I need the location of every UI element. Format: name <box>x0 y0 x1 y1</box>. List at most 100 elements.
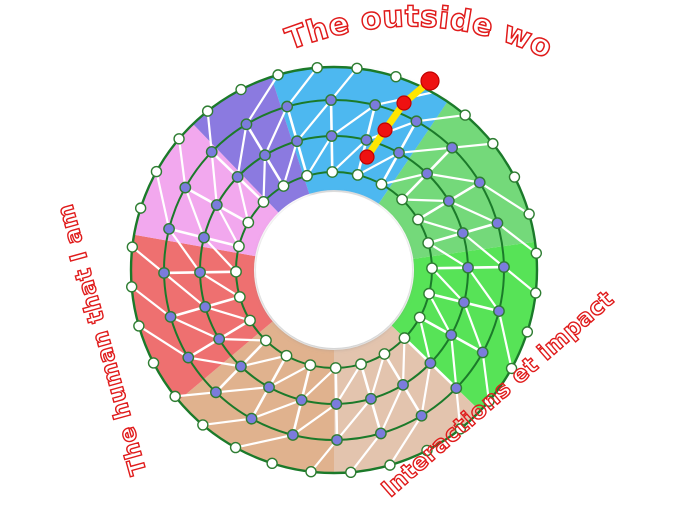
node <box>197 419 209 431</box>
diagonal-edge <box>131 245 166 275</box>
diagonal-edge <box>184 186 206 239</box>
diagonal-edge <box>388 414 423 467</box>
diagonal-edge <box>450 333 458 390</box>
node <box>158 267 170 279</box>
node <box>369 99 382 111</box>
node <box>244 314 256 327</box>
node <box>421 444 433 457</box>
diagonal-edge <box>262 154 267 204</box>
node <box>277 180 290 192</box>
node <box>233 291 246 303</box>
node <box>325 94 337 106</box>
diagonal-edge <box>478 181 531 216</box>
node <box>491 217 504 230</box>
diagonal-edge <box>420 361 432 417</box>
node <box>329 362 342 374</box>
node <box>134 202 147 214</box>
diagonal-edge <box>466 266 501 313</box>
diagonal-edge <box>210 150 218 207</box>
diagonal-edge <box>330 103 377 138</box>
node <box>311 61 323 74</box>
node <box>169 390 181 403</box>
highlight-node[interactable] <box>396 95 412 111</box>
node <box>133 320 145 332</box>
node <box>462 261 474 274</box>
node <box>304 359 317 371</box>
node <box>266 457 278 470</box>
label-top: The outside world <box>0 0 558 66</box>
node <box>182 351 195 364</box>
node <box>179 181 192 194</box>
node <box>257 196 270 208</box>
node <box>423 287 435 300</box>
diagonal-edge <box>267 363 312 389</box>
ring-arc-4 <box>129 65 539 475</box>
diagonal-edge <box>236 123 248 179</box>
diagonal-edge <box>400 198 450 203</box>
diagonal-edge <box>174 391 218 398</box>
node <box>259 149 271 162</box>
node <box>173 133 185 145</box>
node <box>450 382 463 394</box>
node <box>521 326 534 338</box>
node <box>150 165 163 178</box>
node <box>235 83 247 96</box>
diagonal-edge <box>331 138 368 174</box>
node <box>476 346 489 359</box>
node <box>424 357 437 369</box>
diagonal-edge <box>215 203 241 248</box>
node <box>230 265 242 278</box>
node <box>272 69 284 81</box>
node <box>281 100 294 113</box>
diagonal-edge <box>295 98 333 143</box>
sector-green-bright <box>391 241 537 412</box>
diagonal-edge <box>401 336 406 386</box>
highlight-node[interactable] <box>420 71 440 91</box>
diagonal-edge <box>379 383 405 435</box>
node <box>331 434 343 446</box>
diagonal-edge <box>169 315 221 341</box>
highlight-node[interactable] <box>359 149 375 165</box>
node <box>523 208 535 220</box>
node <box>291 135 303 148</box>
diagonal-edge <box>204 305 252 322</box>
node <box>459 109 471 121</box>
center-hole-disc <box>256 192 412 348</box>
diagonal-edge <box>291 402 338 437</box>
node <box>508 171 521 183</box>
diagonal-edge <box>236 175 250 224</box>
node <box>325 130 338 142</box>
diagonal-edge <box>206 110 213 154</box>
diagonal-edge <box>187 356 243 368</box>
node <box>483 395 495 407</box>
node <box>295 394 308 406</box>
diagonal-edge <box>356 151 401 177</box>
node <box>365 392 377 405</box>
diagonal-edge <box>263 105 289 157</box>
diagonal-edge <box>497 310 513 370</box>
node <box>458 296 470 309</box>
diagonal-edge <box>245 73 280 126</box>
diagonal-edge <box>349 432 382 474</box>
diagonal-edge <box>369 352 386 400</box>
diagonal-edge <box>162 271 207 309</box>
node <box>229 441 242 454</box>
diagonal-edge <box>416 218 464 235</box>
node <box>413 311 426 324</box>
node <box>412 213 424 226</box>
node <box>498 261 510 273</box>
node <box>345 466 357 479</box>
node <box>374 427 387 440</box>
diagonal-edge <box>415 113 467 123</box>
diagonal-edge <box>335 363 363 406</box>
node <box>213 333 226 345</box>
diagonal-edge <box>450 142 494 149</box>
node <box>456 227 469 239</box>
node <box>505 362 518 375</box>
node <box>201 105 214 117</box>
highlight-node[interactable] <box>377 122 393 138</box>
diagonal-edge <box>427 292 453 337</box>
diagonal-edge <box>380 172 429 186</box>
node <box>260 334 272 347</box>
node <box>147 357 160 369</box>
